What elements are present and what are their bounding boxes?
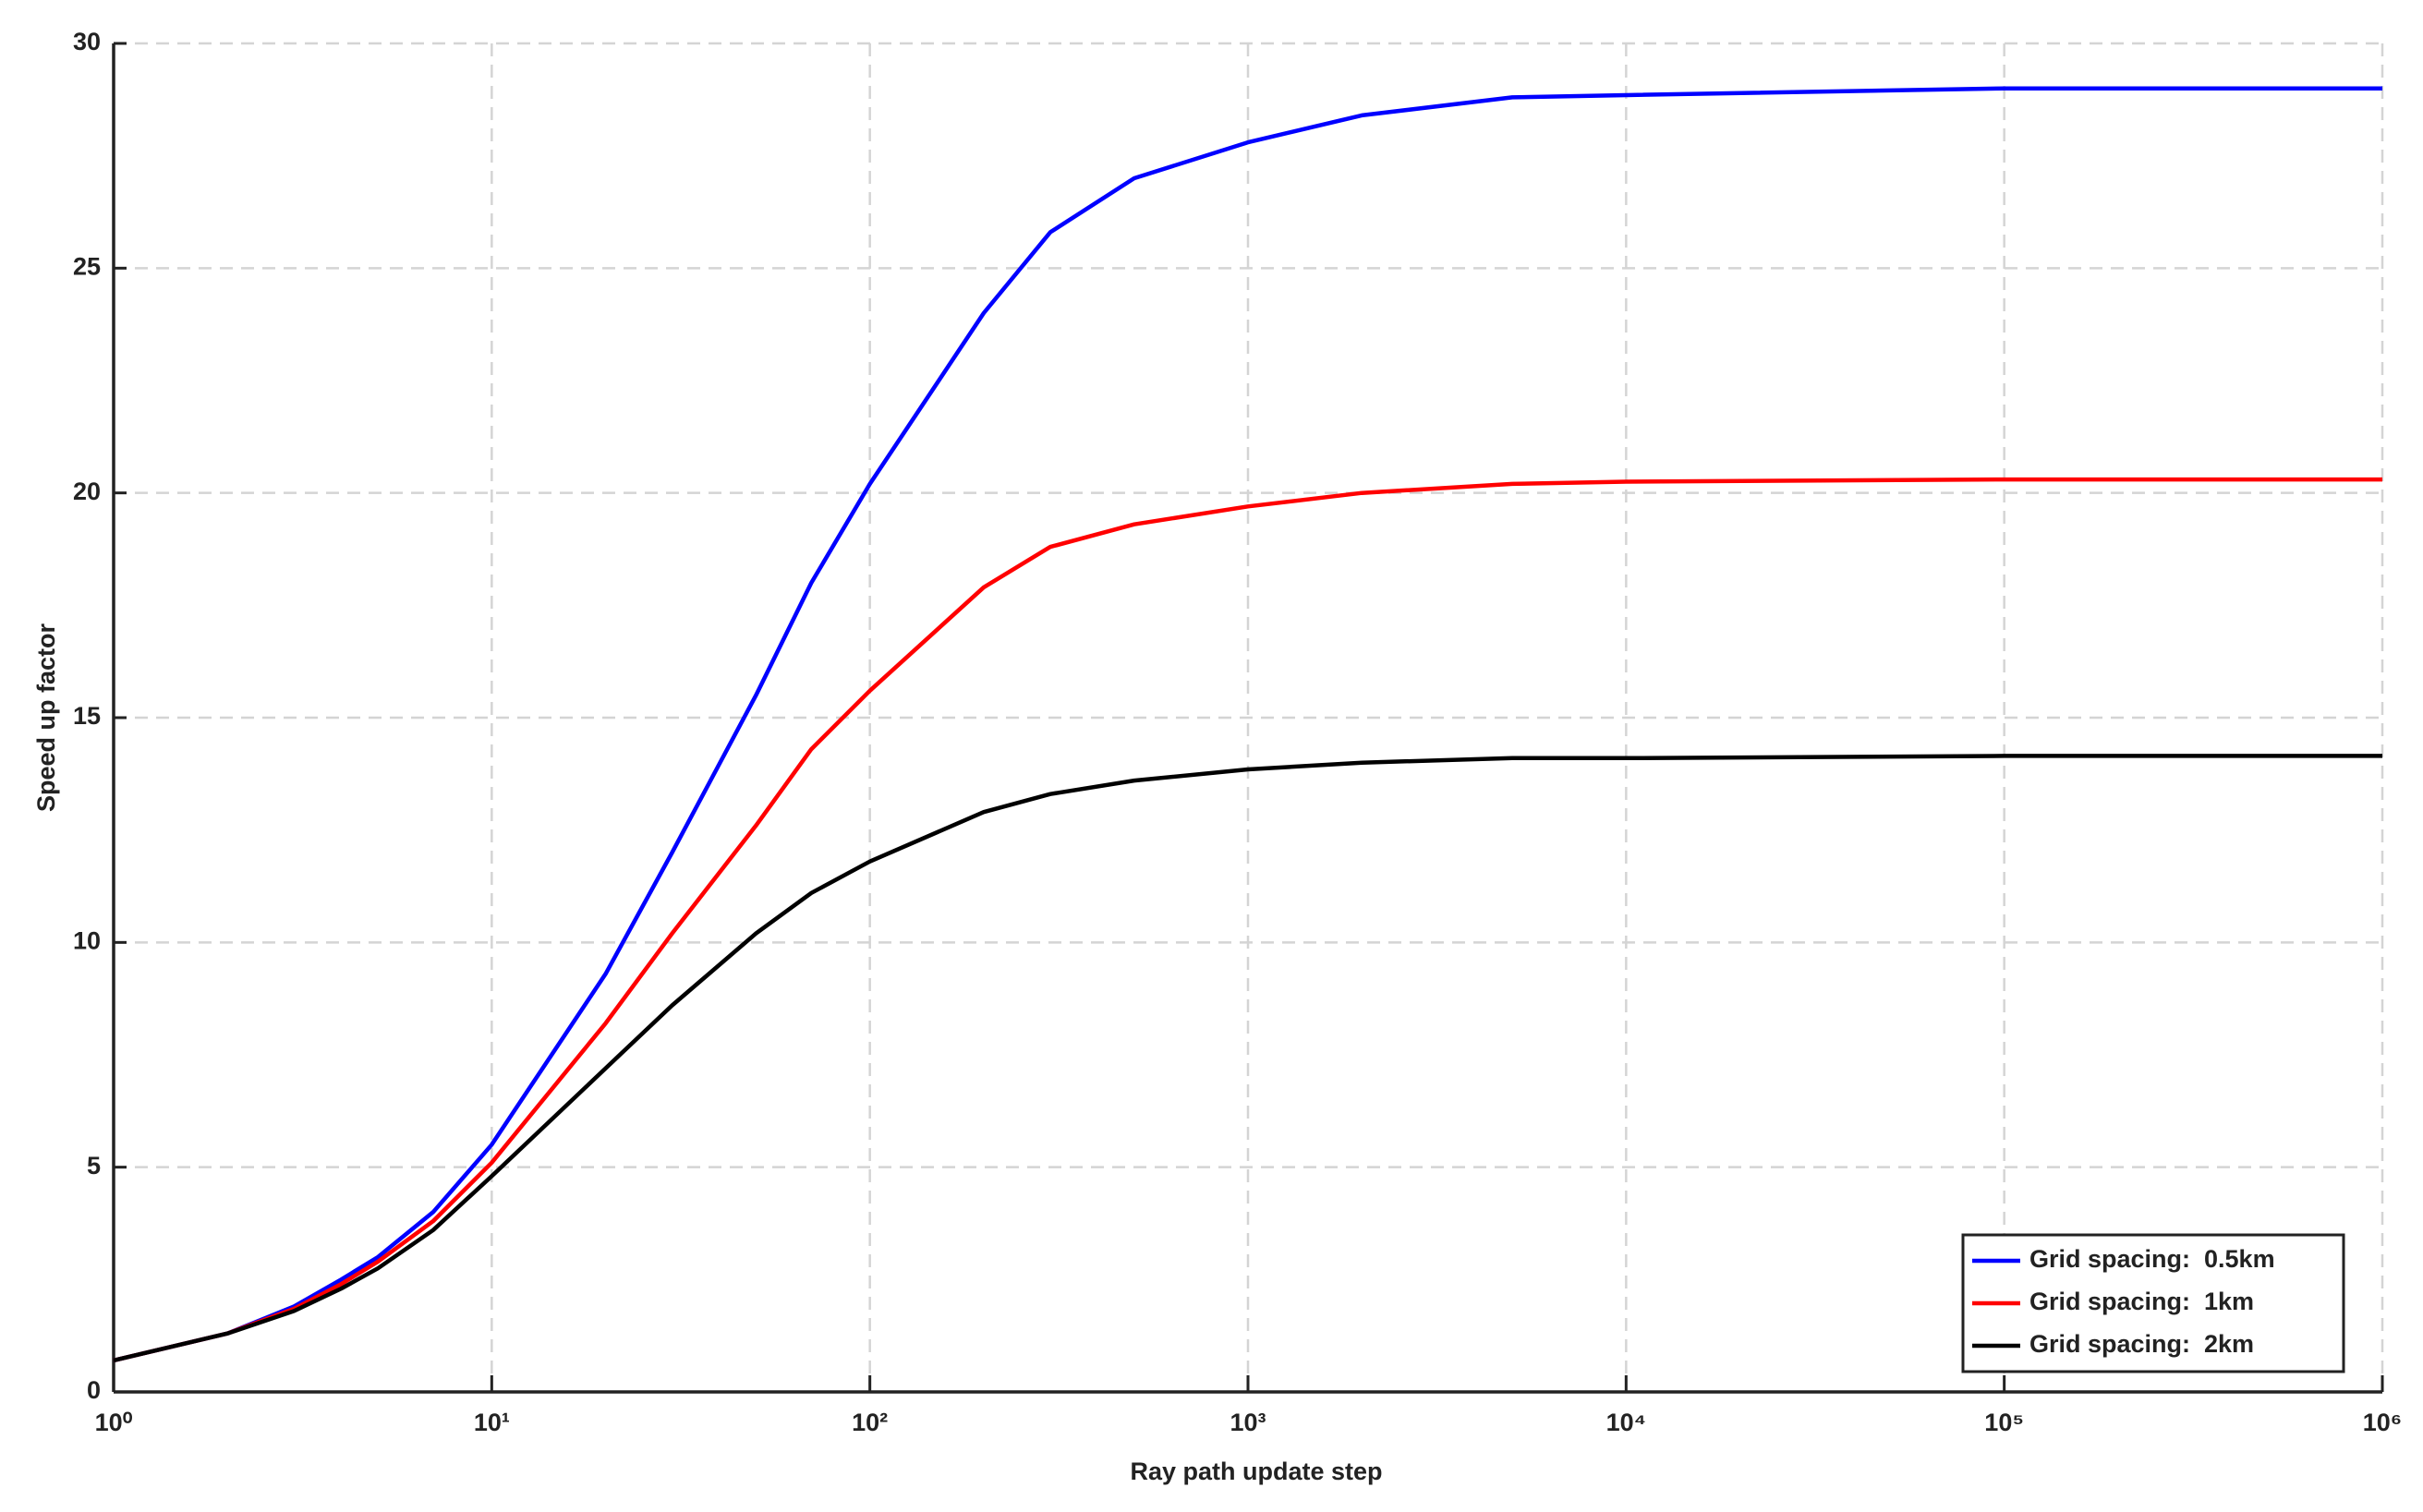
x-axis-label: Ray path update step [1130, 1458, 1382, 1485]
y-tick-label: 5 [87, 1152, 101, 1179]
x-tick-label: 10³ [1230, 1409, 1266, 1436]
x-tick-label: 10⁵ [1984, 1409, 2024, 1436]
x-tick-label: 10¹ [474, 1409, 510, 1436]
y-tick-label: 25 [73, 252, 101, 280]
series-line [113, 86, 2382, 1363]
y-tick-label: 30 [73, 28, 101, 55]
series-line [113, 754, 2382, 1363]
y-tick-label: 10 [73, 926, 101, 954]
legend-label: Grid spacing: 2km [2029, 1330, 2254, 1358]
series-line [113, 477, 2382, 1363]
legend-label: Grid spacing: 1km [2029, 1288, 2254, 1315]
legend-label: Grid spacing: 0.5km [2029, 1245, 2275, 1273]
legend-box [1961, 1233, 2345, 1373]
y-tick-label: 0 [87, 1376, 101, 1404]
y-axis-label: Speed up factor [32, 623, 60, 812]
x-tick-label: 10² [852, 1409, 888, 1436]
x-tick-label: 10⁰ [95, 1409, 133, 1436]
y-tick-label: 15 [73, 702, 101, 730]
x-tick-label: 10⁴ [1606, 1409, 1646, 1436]
y-tick-label: 20 [73, 478, 101, 505]
x-tick-label: 10⁶ [2363, 1409, 2402, 1436]
